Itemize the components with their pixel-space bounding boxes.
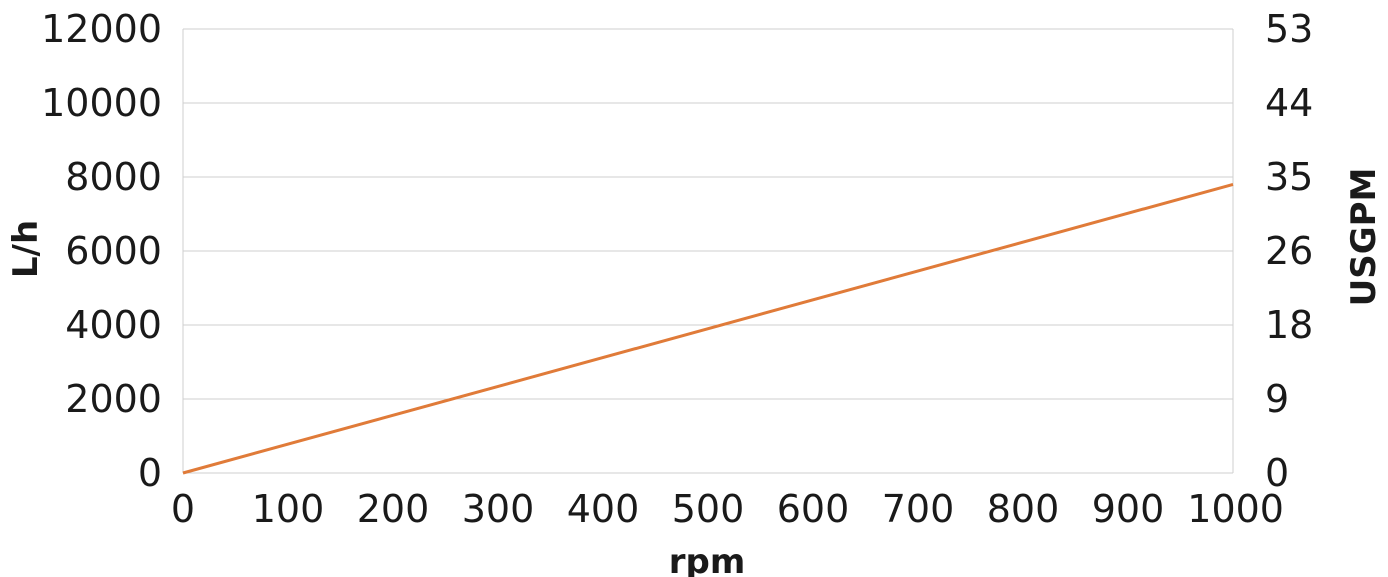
y2-tick-label: 44: [1265, 81, 1313, 125]
series-group: [183, 184, 1233, 473]
y2-tick-label: 9: [1265, 377, 1289, 421]
x-tick-label: 600: [777, 487, 850, 531]
y-tick-label: 6000: [65, 229, 162, 273]
y-tick-label: 8000: [65, 155, 162, 199]
x-tick-label: 1000: [1187, 487, 1284, 531]
y-axis-left-title: L/h: [6, 220, 46, 278]
y2-tick-label: 18: [1265, 303, 1313, 347]
x-tick-label: 800: [987, 487, 1060, 531]
y-axis-right-title: USGPM: [1344, 168, 1384, 307]
x-tick-label: 400: [567, 487, 640, 531]
y-tick-label: 12000: [41, 7, 162, 51]
x-tick-label: 200: [357, 487, 430, 531]
y-tick-label: 10000: [41, 81, 162, 125]
y2-tick-label: 53: [1265, 7, 1313, 51]
x-tick-label: 300: [462, 487, 535, 531]
x-tick-label: 900: [1092, 487, 1165, 531]
y-axis-left: 0 2000 4000 6000 8000 10000 12000: [41, 7, 162, 495]
y2-tick-label: 26: [1265, 229, 1313, 273]
y-tick-label: 2000: [65, 377, 162, 421]
x-axis-title: rpm: [669, 542, 746, 577]
series-line: [183, 184, 1233, 473]
x-tick-label: 700: [882, 487, 955, 531]
gridlines: [183, 29, 1233, 473]
x-axis: 0 100 200 300 400 500 600 700 800 900 1000: [171, 487, 1284, 531]
y2-tick-label: 35: [1265, 155, 1313, 199]
y-tick-label: 0: [138, 451, 162, 495]
x-tick-label: 0: [171, 487, 195, 531]
y-tick-label: 4000: [65, 303, 162, 347]
x-tick-label: 500: [672, 487, 745, 531]
x-tick-label: 100: [252, 487, 325, 531]
